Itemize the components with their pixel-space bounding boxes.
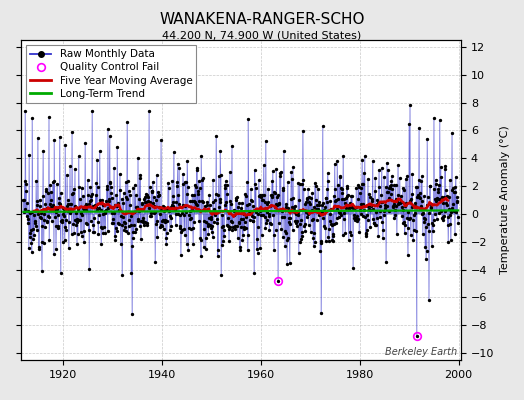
Text: WANAKENA-RANGER-SCHO: WANAKENA-RANGER-SCHO xyxy=(159,12,365,27)
Y-axis label: Temperature Anomaly (°C): Temperature Anomaly (°C) xyxy=(500,126,510,274)
Text: 44.200 N, 74.900 W (United States): 44.200 N, 74.900 W (United States) xyxy=(162,30,362,40)
Legend: Raw Monthly Data, Quality Control Fail, Five Year Moving Average, Long-Term Tren: Raw Monthly Data, Quality Control Fail, … xyxy=(26,45,196,103)
Text: Berkeley Earth: Berkeley Earth xyxy=(385,347,457,357)
